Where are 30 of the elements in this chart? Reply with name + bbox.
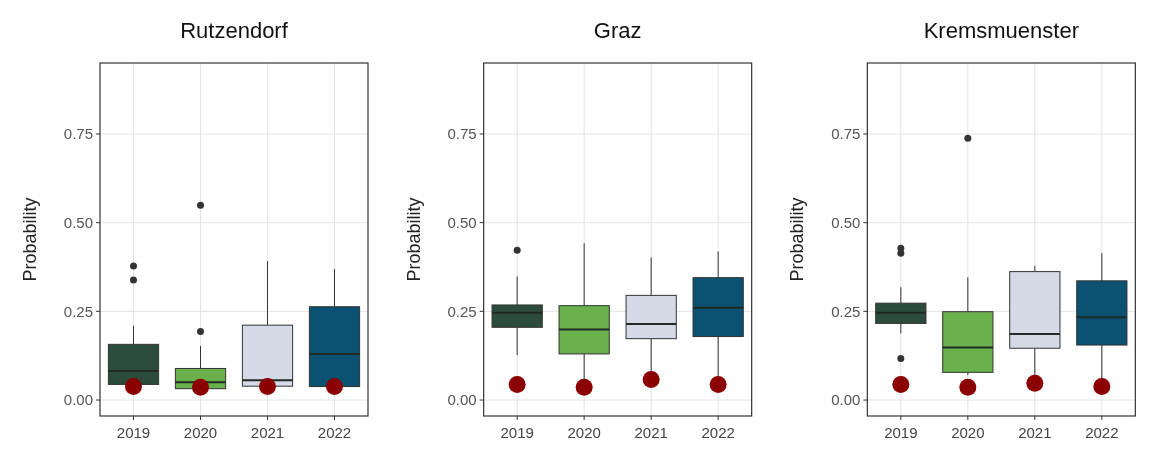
x-tick-label: 2022 <box>317 424 352 441</box>
chart-title: Graz <box>593 18 642 43</box>
y-tick-label: 0.25 <box>831 302 861 320</box>
x-tick-label: 2021 <box>1018 424 1052 441</box>
y-tick-label: 0.25 <box>63 302 93 320</box>
y-axis-title: Probability <box>787 197 808 282</box>
chart-title: Kremsmuenster <box>923 18 1079 43</box>
chart-title: Rutzendorf <box>180 18 289 43</box>
x-tick-label: 2020 <box>183 424 218 441</box>
x-tick-label: 2020 <box>567 424 601 441</box>
x-tick-label: 2021 <box>250 424 285 441</box>
x-tick-label: 2022 <box>1085 424 1119 441</box>
y-axis-title: Probability <box>403 197 424 282</box>
x-tick-label: 2019 <box>884 424 918 441</box>
y-tick-label: 0.75 <box>831 125 861 143</box>
y-tick-label: 0.75 <box>447 125 477 143</box>
y-tick-label: 0.50 <box>831 213 861 231</box>
x-tick-label: 2021 <box>634 424 668 441</box>
y-tick-label: 0.00 <box>447 391 477 409</box>
x-tick-label: 2019 <box>500 424 534 441</box>
x-tick-label: 2019 <box>116 424 151 441</box>
y-tick-label: 0.50 <box>447 213 477 231</box>
y-tick-label: 0.75 <box>63 125 93 143</box>
y-tick-label: 0.25 <box>447 302 477 320</box>
y-tick-label: 0.00 <box>831 391 861 409</box>
y-tick-label: 0.00 <box>63 391 93 409</box>
x-tick-label: 2020 <box>951 424 985 441</box>
y-axis-title: Probability <box>20 197 40 282</box>
y-tick-label: 0.50 <box>63 213 93 231</box>
x-tick-label: 2022 <box>701 424 735 441</box>
